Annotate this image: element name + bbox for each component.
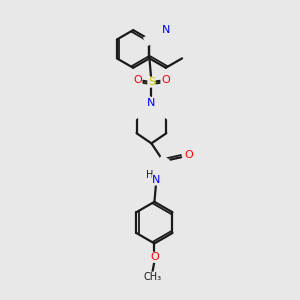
Text: CH₃: CH₃ bbox=[143, 272, 161, 282]
Text: N: N bbox=[147, 98, 156, 108]
Text: O: O bbox=[161, 75, 170, 85]
Text: S: S bbox=[148, 77, 155, 87]
Text: N: N bbox=[162, 25, 170, 35]
Text: O: O bbox=[150, 252, 159, 262]
Text: O: O bbox=[185, 150, 194, 160]
Text: H: H bbox=[146, 170, 153, 180]
Text: N: N bbox=[152, 175, 160, 185]
Text: O: O bbox=[133, 75, 142, 85]
